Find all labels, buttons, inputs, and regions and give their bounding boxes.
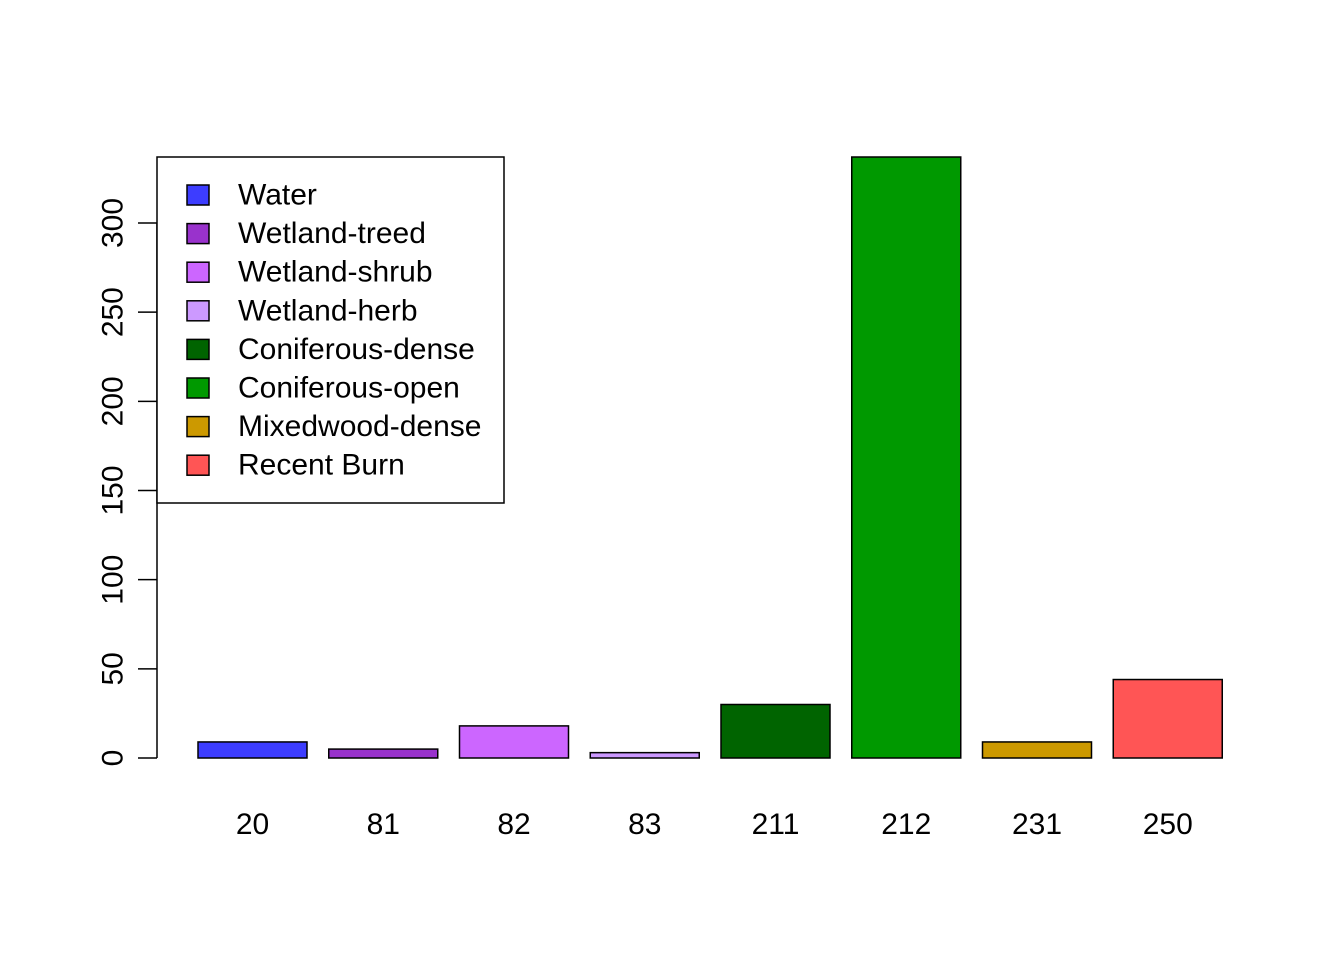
y-tick-label: 150 — [97, 465, 130, 515]
x-tick-label: 250 — [1143, 808, 1193, 841]
bar-211 — [720, 703, 831, 759]
legend: Water Wetland-treed Wetland-shrub Wetland-h… — [156, 156, 505, 504]
bar-82 — [458, 725, 570, 759]
y-tick-label: 200 — [97, 376, 130, 426]
legend-swatch — [186, 377, 210, 399]
bar-231 — [981, 741, 1093, 759]
bar-212 — [851, 156, 962, 759]
x-tick-label: 83 — [628, 808, 661, 841]
legend-label: Recent Burn — [238, 449, 405, 482]
legend-label: Water — [238, 179, 317, 212]
legend-box — [156, 156, 505, 504]
legend-label: Coniferous-dense — [238, 333, 475, 366]
legend-swatch — [186, 300, 210, 322]
legend-swatch — [186, 184, 210, 206]
x-tick-label: 212 — [881, 808, 931, 841]
y-tick-label: 250 — [97, 287, 130, 337]
y-tick-label: 50 — [97, 652, 130, 685]
legend-label: Wetland-shrub — [238, 256, 433, 289]
legend-label: Mixedwood-dense — [238, 410, 481, 443]
bar-83 — [589, 751, 700, 759]
legend-label: Wetland-treed — [238, 217, 426, 250]
x-tick-label: 231 — [1012, 808, 1062, 841]
legend-label: Wetland-herb — [238, 294, 418, 327]
legend-swatch — [186, 338, 210, 361]
y-tick-label: 0 — [97, 750, 130, 767]
bar-20 — [197, 741, 308, 759]
bar-250 — [1112, 678, 1223, 759]
y-tick-label: 300 — [97, 198, 130, 248]
x-tick-labels: 20 81 82 83 211 212 231 250 — [236, 808, 1193, 841]
y-axis: 0 50 100 150 200 250 300 — [97, 198, 158, 766]
x-tick-label: 82 — [497, 808, 530, 841]
x-tick-label: 20 — [236, 808, 269, 841]
legend-swatch — [186, 454, 210, 476]
bars — [197, 156, 1223, 759]
y-tick-label: 100 — [97, 555, 130, 605]
legend-label: Coniferous-open — [238, 372, 460, 405]
x-tick-label: 81 — [367, 808, 400, 841]
x-tick-label: 211 — [752, 808, 800, 841]
legend-swatch — [186, 415, 210, 438]
legend-swatch — [186, 222, 210, 245]
legend-swatch — [186, 261, 210, 283]
bar-81 — [328, 748, 439, 759]
